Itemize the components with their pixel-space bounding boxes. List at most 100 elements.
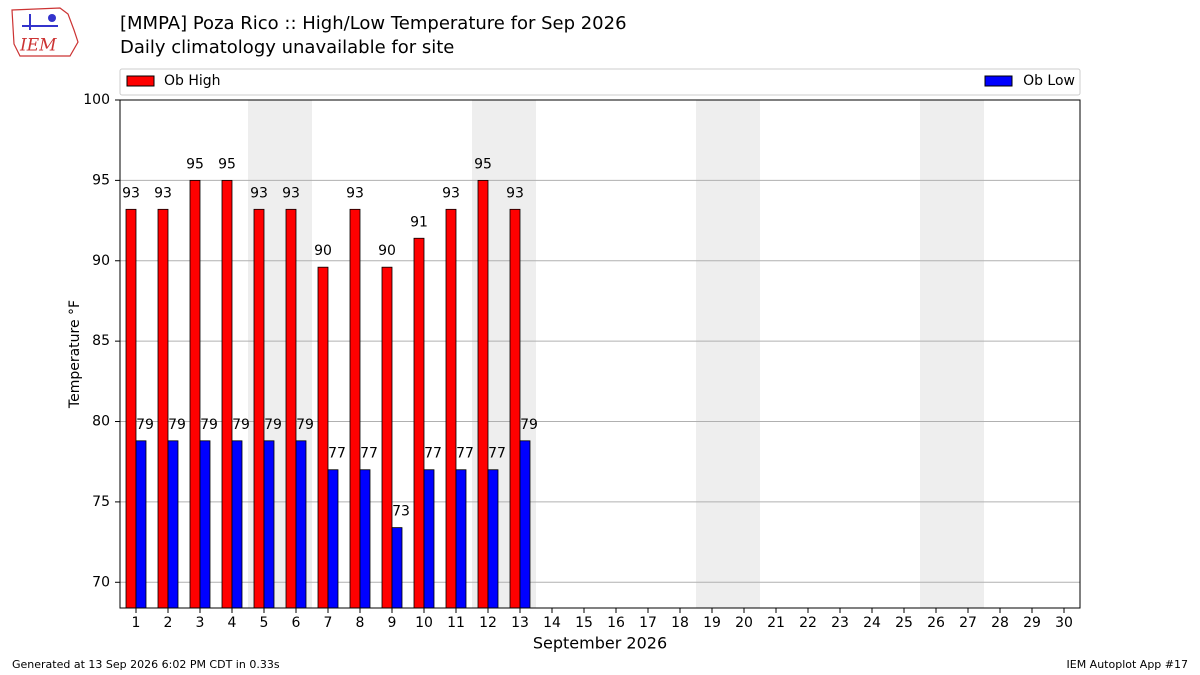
x-tick-label: 11	[447, 615, 465, 631]
bar	[125, 208, 137, 609]
y-tick-label: 80	[92, 414, 110, 430]
x-tick-label: 22	[799, 615, 817, 631]
data-label: 90	[314, 243, 332, 259]
bar	[157, 208, 169, 609]
bar	[199, 440, 211, 609]
bar	[317, 266, 329, 609]
bar	[135, 440, 147, 609]
data-label: 79	[168, 417, 186, 433]
data-label: 79	[264, 417, 282, 433]
data-label: 77	[488, 446, 506, 462]
bar	[445, 208, 457, 609]
x-tick-label: 28	[991, 615, 1009, 631]
bar	[285, 208, 297, 609]
chart-title: [MMPA] Poza Rico :: High/Low Temperature…	[120, 13, 627, 34]
data-label: 93	[506, 185, 524, 201]
logo-text: IEM	[19, 36, 57, 56]
plot-frame	[119, 99, 1081, 609]
x-tick-label: 27	[959, 615, 977, 631]
x-tick-label: 3	[196, 615, 205, 631]
data-label: 79	[296, 417, 314, 433]
bar	[231, 440, 243, 609]
x-tick-label: 24	[863, 615, 881, 631]
data-label: 79	[136, 417, 154, 433]
x-tick-label: 30	[1055, 615, 1073, 631]
y-tick-label: 70	[92, 574, 110, 590]
data-label: 95	[474, 156, 492, 172]
bar	[423, 469, 435, 609]
bar	[349, 208, 361, 609]
data-label: 93	[250, 185, 268, 201]
bar	[253, 208, 265, 609]
data-label: 77	[360, 446, 378, 462]
bar	[391, 527, 403, 609]
data-label: 79	[200, 417, 218, 433]
data-label: 91	[410, 214, 428, 230]
x-tick-label: 18	[671, 615, 689, 631]
x-tick-label: 5	[260, 615, 269, 631]
data-label: 77	[424, 446, 442, 462]
data-label: 95	[218, 156, 236, 172]
x-tick-label: 20	[735, 615, 753, 631]
footer-left: Generated at 13 Sep 2026 6:02 PM CDT in …	[12, 658, 280, 671]
x-tick-label: 21	[767, 615, 785, 631]
x-tick-label: 10	[415, 615, 433, 631]
x-tick-label: 29	[1023, 615, 1041, 631]
x-tick-label: 26	[927, 615, 945, 631]
x-tick-label: 15	[575, 615, 593, 631]
bar	[295, 440, 307, 609]
bar	[167, 440, 179, 609]
x-tick-label: 4	[228, 615, 237, 631]
x-tick-label: 8	[356, 615, 365, 631]
bar	[381, 266, 393, 609]
bar	[221, 179, 233, 609]
data-label: 93	[154, 185, 172, 201]
bar	[519, 440, 531, 609]
x-tick-label: 2	[164, 615, 173, 631]
legend-label: Ob Low	[1023, 73, 1075, 89]
data-label: 79	[232, 417, 250, 433]
bar	[487, 469, 499, 609]
bar	[477, 179, 489, 609]
data-label: 90	[378, 243, 396, 259]
y-tick-label: 85	[92, 333, 110, 349]
bar	[359, 469, 371, 609]
x-tick-label: 6	[292, 615, 301, 631]
y-tick-label: 90	[92, 253, 110, 269]
bar	[263, 440, 275, 609]
y-tick-label: 100	[83, 92, 110, 108]
x-tick-label: 12	[479, 615, 497, 631]
data-label: 95	[186, 156, 204, 172]
x-tick-label: 9	[388, 615, 397, 631]
x-tick-label: 14	[543, 615, 561, 631]
legend-swatch	[984, 75, 1013, 87]
bar	[413, 237, 425, 609]
bar	[455, 469, 467, 609]
bar	[509, 208, 521, 609]
x-tick-label: 16	[607, 615, 625, 631]
x-tick-label: 1	[132, 615, 141, 631]
x-tick-label: 17	[639, 615, 657, 631]
chart-subtitle: Daily climatology unavailable for site	[120, 37, 454, 58]
x-axis-label: September 2026	[533, 634, 667, 653]
bar	[189, 179, 201, 609]
data-label: 79	[520, 417, 538, 433]
x-tick-label: 13	[511, 615, 529, 631]
data-label: 77	[328, 446, 346, 462]
x-tick-label: 23	[831, 615, 849, 631]
x-tick-label: 19	[703, 615, 721, 631]
data-label: 93	[282, 185, 300, 201]
data-label: 77	[456, 446, 474, 462]
data-label: 73	[392, 504, 410, 520]
logo	[11, 7, 79, 57]
y-axis-label: Temperature °F	[67, 300, 83, 409]
y-tick-label: 95	[92, 172, 110, 188]
y-tick-label: 75	[92, 494, 110, 510]
legend	[119, 68, 1081, 96]
x-tick-label: 25	[895, 615, 913, 631]
footer-right: IEM Autoplot App #17	[1067, 658, 1189, 671]
bar	[327, 469, 339, 609]
legend-label: Ob High	[164, 73, 221, 89]
data-label: 93	[122, 185, 140, 201]
